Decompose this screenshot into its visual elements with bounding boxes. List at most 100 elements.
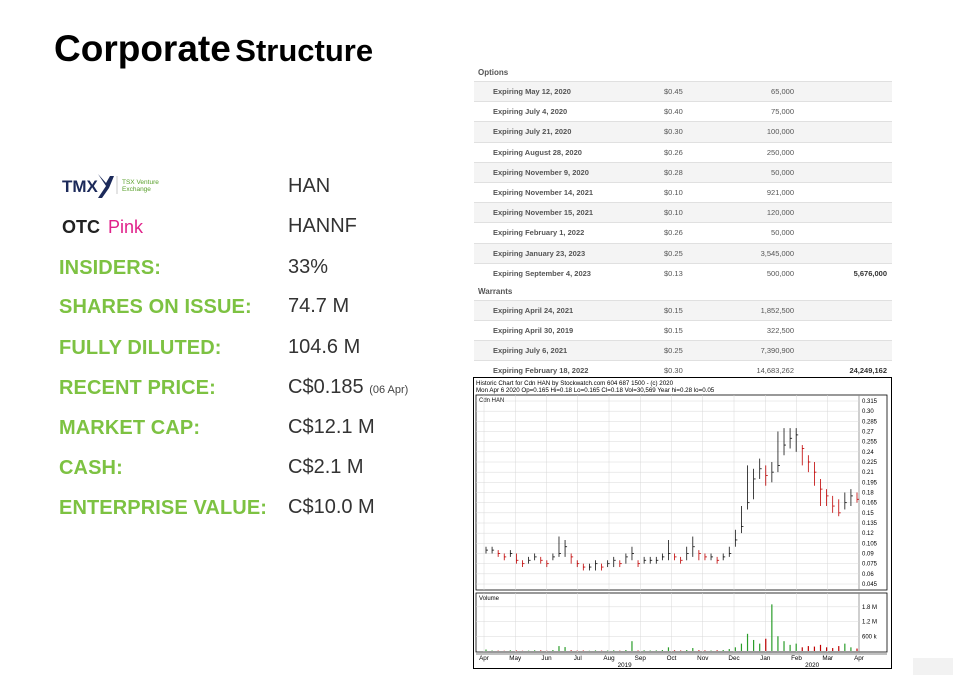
price-tick-label: 0.315	[862, 399, 878, 405]
exchange-row-tsxv: HAN	[59, 175, 449, 206]
otc-wordmark: OTC	[62, 217, 100, 237]
table-row: Expiring August 28, 2020 $0.26 250,000	[474, 141, 892, 162]
expiry-cell: Expiring July 6, 2021	[493, 346, 568, 356]
stat-row-shares-on-issue: SHARES ON ISSUE: 74.7 M	[59, 295, 449, 326]
price-cell: $0.30	[664, 127, 683, 137]
total-cell: 5,676,000	[853, 268, 887, 278]
expiry-cell: Expiring February 1, 2022	[493, 228, 585, 238]
volume-panel	[475, 592, 888, 653]
price-cell: $0.15	[664, 326, 683, 336]
price-tick-label: 0.045	[862, 582, 878, 588]
table-row: Expiring November 9, 2020 $0.28 50,000	[474, 161, 892, 182]
stat-label: CASH:	[59, 457, 123, 479]
price-cell: $0.25	[664, 248, 683, 258]
stat-value: C$12.1 M	[288, 416, 375, 438]
price-cell: $0.13	[664, 268, 683, 278]
price-tick-label: 0.195	[862, 480, 878, 486]
month-label: Dec	[728, 655, 739, 662]
price-cell: $0.26	[664, 147, 683, 157]
quantity-cell: 322,500	[766, 326, 794, 336]
stat-value: 33%	[288, 256, 329, 278]
tsx-venture-logo: TMX TSX Venture Exchange	[62, 170, 182, 200]
year-label: 2019	[618, 662, 633, 669]
tsxv-line-1: TSX Venture	[122, 179, 159, 186]
expiry-cell: Expiring November 14, 2021	[493, 187, 594, 197]
expiry-cell: Expiring November 15, 2021	[493, 208, 594, 218]
price-tick-label: 0.12	[862, 531, 874, 537]
tsxv-symbol: HAN	[288, 175, 331, 197]
tsxv-line-2: Exchange	[122, 186, 151, 193]
quantity-cell: 3,545,000	[760, 248, 794, 258]
pink-wordmark: Pink	[108, 217, 144, 237]
stat-row-enterprise-value: ENTERPRISE VALUE: C$10.0 M	[59, 496, 449, 527]
stat-label: ENTERPRISE VALUE:	[59, 497, 268, 519]
month-label: Aug	[603, 655, 615, 662]
otc-pink-logo: OTC Pink	[62, 214, 162, 238]
tmx-wordmark: TMX	[62, 177, 99, 196]
quantity-cell: 921,000	[766, 187, 794, 197]
price-tick-label: 0.18	[862, 491, 874, 497]
price-tick-label: 0.27	[862, 430, 874, 436]
stat-value: C$2.1 M	[288, 456, 364, 478]
month-label: Jul	[574, 655, 582, 662]
stat-label: INSIDERS:	[59, 257, 162, 279]
stat-value: C$0.185	[288, 376, 364, 398]
expiry-cell: Expiring January 23, 2023	[493, 248, 586, 258]
price-tick-label: 0.135	[862, 521, 878, 527]
price-tick-label: 0.21	[862, 470, 874, 476]
quantity-cell: 7,390,900	[760, 346, 794, 356]
table-row: Expiring July 4, 2020 $0.40 75,000	[474, 101, 892, 121]
price-tick-label: 0.075	[862, 562, 878, 568]
price-tick-label: 0.30	[862, 409, 874, 415]
table-row: Expiring February 18, 2022 $0.30 14,683,26…	[474, 360, 892, 380]
options-section-header: Options	[478, 68, 509, 77]
volume-tick-label: 1.8 M	[862, 605, 877, 611]
price-date-note: (06 Apr)	[369, 384, 409, 396]
table-row: Expiring February 1, 2022 $0.26 50,000	[474, 222, 892, 242]
expiry-cell: Expiring May 12, 2020	[493, 87, 571, 96]
volume-tick-label: 1.2 M	[862, 620, 877, 626]
month-label: Nov	[697, 655, 709, 662]
quantity-cell: 65,000	[771, 87, 794, 96]
stat-value: 74.7 M	[288, 295, 350, 317]
table-row: Expiring April 30, 2019 $0.15 322,500	[474, 320, 892, 340]
chart-title: Historic Chart for Cdn HAN by Stockwatch…	[476, 380, 674, 387]
price-cell: $0.40	[664, 107, 683, 117]
page-corner	[913, 658, 953, 675]
expiry-cell: Expiring July 21, 2020	[493, 127, 572, 137]
table-row: Expiring April 24, 2021 $0.15 1,852,500	[474, 299, 892, 321]
price-cell: $0.26	[664, 228, 683, 238]
price-tick-label: 0.255	[862, 440, 878, 446]
stat-row-recent-price: RECENT PRICE: C$0.185 (06 Apr)	[59, 376, 449, 407]
quantity-cell: 250,000	[766, 147, 794, 157]
exchange-row-otc: HANNF	[59, 215, 449, 246]
price-tick-label: 0.105	[862, 541, 878, 547]
stat-row-cash: CASH: C$2.1 M	[59, 456, 449, 487]
quantity-cell: 1,852,500	[760, 305, 794, 315]
month-label: May	[509, 655, 522, 662]
stat-label: SHARES ON ISSUE:	[59, 296, 252, 318]
price-cell: $0.45	[664, 87, 683, 96]
table-row: Expiring July 21, 2020 $0.30 100,000	[474, 121, 892, 142]
month-label: Oct	[667, 655, 677, 662]
quantity-cell: 14,683,262	[756, 366, 794, 376]
month-label: Apr	[854, 655, 864, 662]
month-label: Mar	[822, 655, 833, 662]
price-cell: $0.28	[664, 167, 683, 177]
stat-value: 104.6 M	[288, 336, 361, 358]
quantity-cell: 75,000	[771, 107, 794, 117]
expiry-cell: Expiring July 4, 2020	[493, 107, 568, 117]
otc-symbol: HANNF	[288, 215, 357, 237]
expiry-cell: Expiring September 4, 2023	[493, 268, 591, 278]
stat-label: MARKET CAP:	[59, 417, 201, 439]
page-title: Corporate Structure	[54, 28, 373, 70]
expiry-cell: Expiring February 18, 2022	[493, 366, 589, 376]
warrants-section-header: Warrants	[478, 286, 513, 296]
stat-value-group: C$0.185 (06 Apr)	[288, 376, 408, 399]
stat-label: FULLY DILUTED:	[59, 337, 222, 359]
volume-tick-label: 600 k	[862, 634, 878, 640]
chart-subtitle: Mon Apr 6 2020 Op=0.165 Hi=0.18 Lo=0.165…	[476, 387, 715, 394]
table-row: Expiring January 23, 2023 $0.25 3,545,000	[474, 242, 892, 263]
warrants-rows: Expiring April 24, 2021 $0.15 1,852,500 Exp…	[474, 299, 892, 381]
price-tick-label: 0.285	[862, 419, 878, 425]
